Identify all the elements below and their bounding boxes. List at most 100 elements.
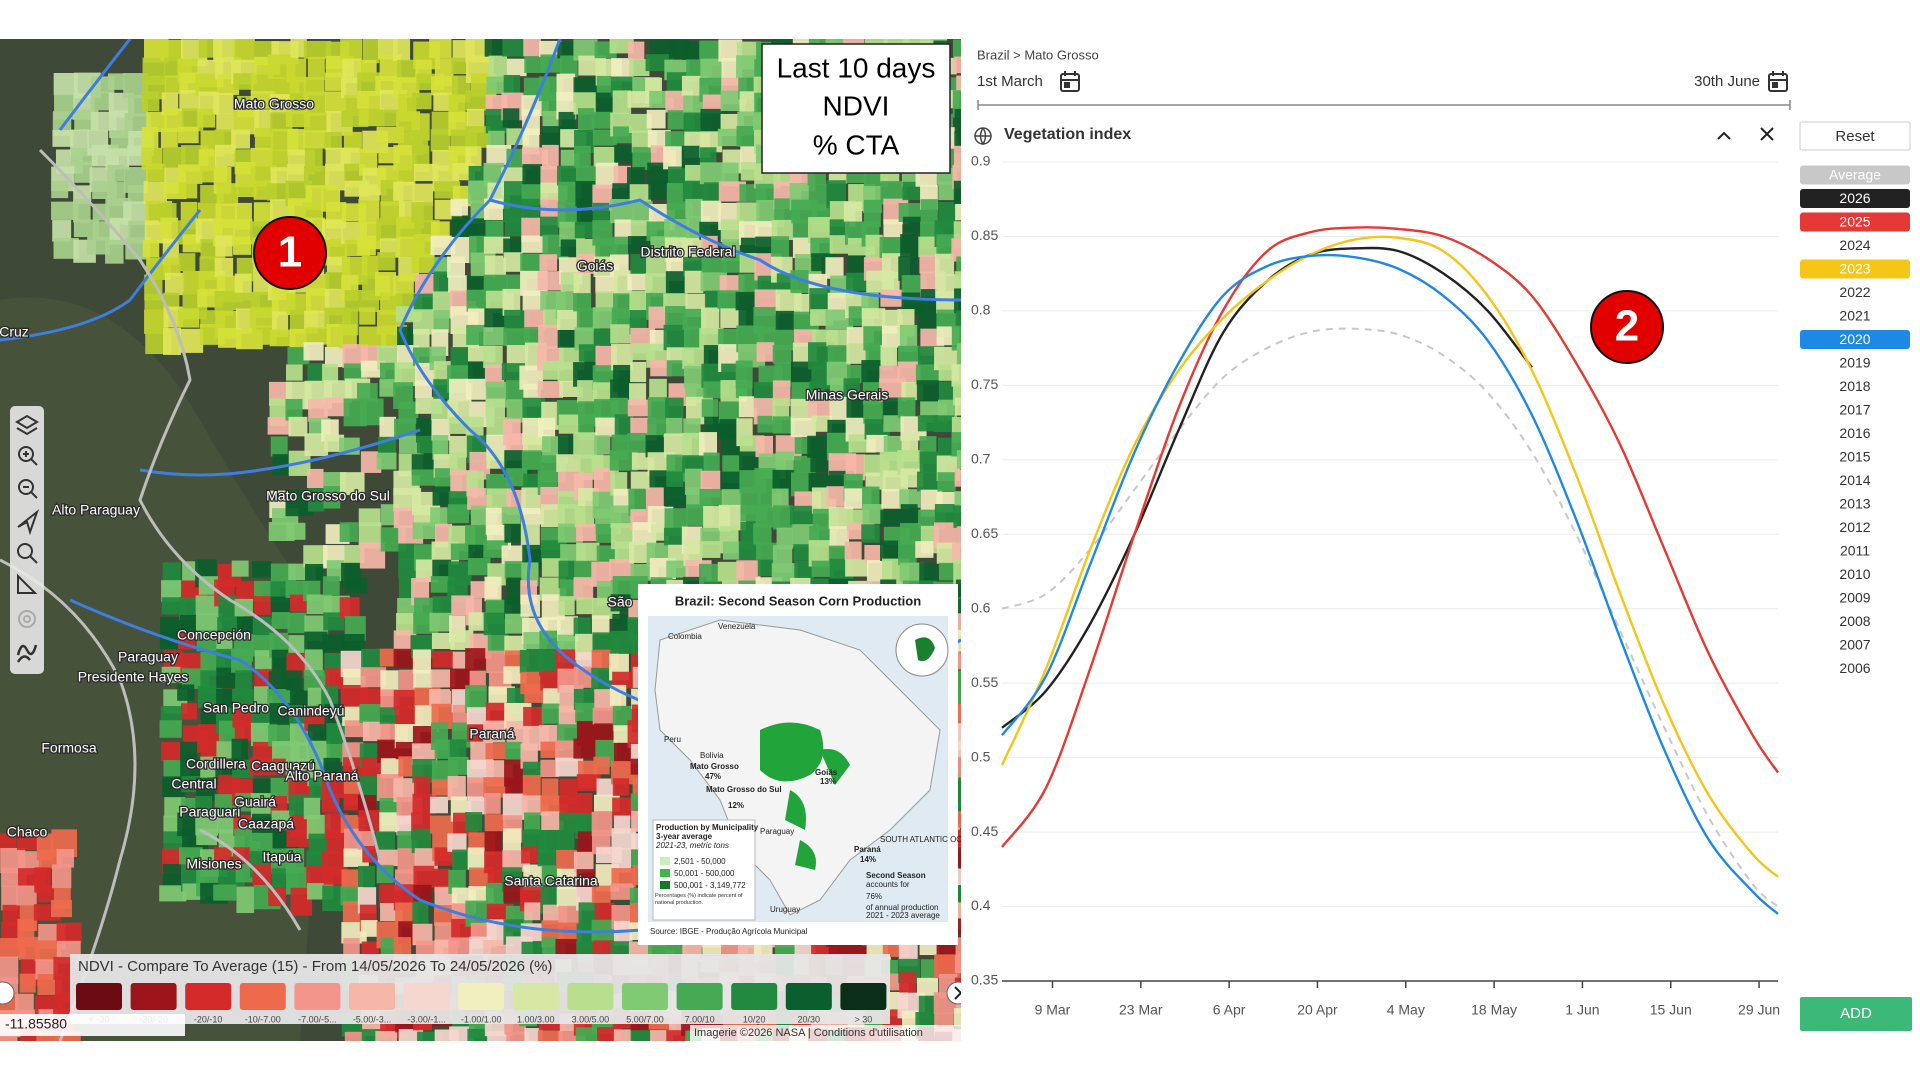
legend-label[interactable]: 2017 xyxy=(1839,402,1870,418)
municipality xyxy=(630,1030,657,1041)
start-date[interactable]: 1st March xyxy=(977,73,1043,90)
x-tick-label: 20 Apr xyxy=(1297,1002,1338,1018)
legend-label[interactable]: 2026 xyxy=(1839,190,1870,206)
map-collapse-button[interactable] xyxy=(946,981,969,1005)
inset-legend-swatch xyxy=(660,869,670,877)
legend-chip[interactable] xyxy=(1800,212,1910,232)
municipality xyxy=(162,147,186,169)
municipality xyxy=(178,253,196,272)
map-label: Distrito Federal xyxy=(641,244,736,260)
municipality xyxy=(359,703,382,724)
legend-chip[interactable] xyxy=(1800,330,1910,349)
municipality xyxy=(162,776,186,798)
legend-label[interactable]: 2016 xyxy=(1839,425,1870,441)
municipality xyxy=(213,92,234,114)
municipality xyxy=(883,415,904,432)
municipality xyxy=(233,39,255,63)
legend-label[interactable]: 2010 xyxy=(1839,566,1870,582)
reset-button[interactable] xyxy=(1799,121,1911,151)
municipality xyxy=(304,631,328,654)
municipality xyxy=(700,131,723,153)
municipality xyxy=(303,40,332,59)
legend-label[interactable]: 2023 xyxy=(1839,261,1870,277)
municipality xyxy=(811,560,835,577)
zoom-out-icon[interactable] xyxy=(18,479,38,499)
municipality xyxy=(863,199,881,227)
municipality xyxy=(413,865,435,888)
zoom-in-icon[interactable] xyxy=(18,446,38,466)
municipality xyxy=(934,522,957,549)
municipality xyxy=(56,922,82,944)
inset-legend-item: 50,001 - 500,000 xyxy=(674,869,735,878)
municipality xyxy=(952,382,961,406)
legend-label[interactable]: 2015 xyxy=(1839,449,1870,465)
municipality xyxy=(487,635,509,654)
municipality xyxy=(557,436,578,458)
municipality xyxy=(827,345,850,365)
municipality xyxy=(448,417,471,434)
close-button[interactable] xyxy=(1760,127,1774,141)
municipality xyxy=(701,399,719,418)
legend-chip[interactable] xyxy=(1800,165,1910,185)
inset-state: Paraná xyxy=(854,845,881,854)
search-icon[interactable] xyxy=(17,543,38,564)
municipality xyxy=(376,452,397,470)
legend-label[interactable]: 2007 xyxy=(1839,637,1870,653)
municipality xyxy=(252,561,272,578)
map[interactable]: Mato Grosso Goiás Distrito Federal Cruz … xyxy=(0,36,984,1057)
legend-chip[interactable] xyxy=(1800,259,1910,279)
legend-label[interactable]: 2008 xyxy=(1839,613,1870,629)
legend-chip[interactable] xyxy=(1800,189,1910,208)
target-icon[interactable] xyxy=(18,610,36,628)
calendar-icon[interactable] xyxy=(1768,71,1788,92)
calendar-icon[interactable] xyxy=(1060,71,1080,92)
legend-label[interactable]: 2009 xyxy=(1839,590,1870,606)
municipality xyxy=(757,559,775,577)
legend-label[interactable]: 2019 xyxy=(1839,355,1870,371)
municipality xyxy=(573,273,591,294)
legend-label[interactable]: 2025 xyxy=(1839,214,1870,230)
legend-label[interactable]: 2020 xyxy=(1839,331,1870,347)
municipality xyxy=(539,829,560,855)
municipality xyxy=(685,198,703,218)
add-button[interactable] xyxy=(1800,997,1912,1031)
breadcrumb[interactable]: Brazil > Mato Grosso xyxy=(977,47,1099,62)
municipality xyxy=(573,293,592,312)
municipality xyxy=(307,488,325,512)
legend-label[interactable]: 2006 xyxy=(1839,660,1870,676)
municipality xyxy=(611,828,637,850)
municipality xyxy=(398,401,419,424)
municipality xyxy=(541,144,559,170)
legend-label[interactable]: 2013 xyxy=(1839,496,1870,512)
legend-label[interactable]: 2014 xyxy=(1839,472,1870,488)
municipality xyxy=(412,901,429,925)
locate-icon[interactable] xyxy=(17,509,40,536)
legend-label[interactable]: 2022 xyxy=(1839,284,1870,300)
layers-icon[interactable] xyxy=(15,414,39,436)
municipality xyxy=(179,847,203,865)
municipality xyxy=(447,775,466,801)
municipality xyxy=(271,612,290,629)
municipality xyxy=(143,181,167,205)
municipality xyxy=(285,398,303,421)
series-line xyxy=(1001,327,1779,908)
legend-label[interactable]: 2024 xyxy=(1839,237,1870,253)
municipality xyxy=(627,41,645,60)
municipality xyxy=(395,165,416,186)
legend-label[interactable]: 2012 xyxy=(1839,519,1870,535)
municipality xyxy=(195,595,220,615)
map-expand-button[interactable] xyxy=(0,981,15,1005)
legend-label[interactable]: 2011 xyxy=(1840,543,1870,559)
draw-icon[interactable] xyxy=(16,644,38,663)
end-date[interactable]: 30th June xyxy=(1694,73,1760,90)
municipality xyxy=(393,507,414,529)
municipality xyxy=(198,149,217,171)
measure-icon[interactable] xyxy=(17,573,38,594)
collapse-button[interactable] xyxy=(1717,131,1731,140)
municipality xyxy=(666,1030,689,1041)
legend-label[interactable]: 2018 xyxy=(1839,378,1870,394)
legend-label[interactable]: Average xyxy=(1829,167,1881,183)
municipality xyxy=(380,758,404,779)
legend-label[interactable]: 2021 xyxy=(1839,308,1870,324)
municipality xyxy=(775,451,794,471)
